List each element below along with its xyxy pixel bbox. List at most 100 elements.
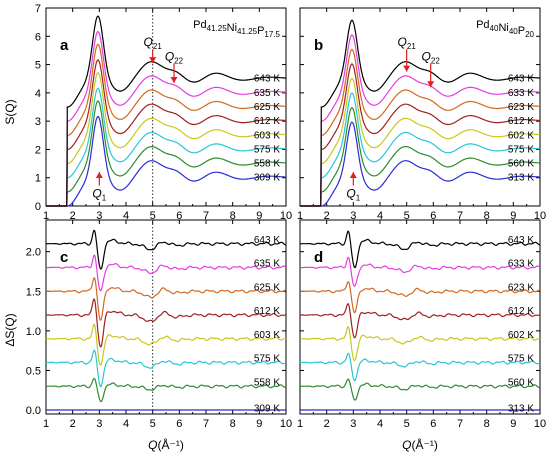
series-line-633k xyxy=(300,34,540,207)
series-line-612k xyxy=(300,63,540,207)
plot-frame xyxy=(45,7,287,207)
y-tick-label: 4 xyxy=(35,88,41,100)
x-axis-title-left: Q(Å⁻¹) xyxy=(148,437,184,452)
series-label: 575 K xyxy=(508,144,534,155)
series-label: 309 K xyxy=(254,403,280,414)
x-tick-label: 4 xyxy=(123,210,129,222)
series-line-643k xyxy=(46,15,287,207)
series-label: 612 K xyxy=(508,116,534,127)
series-line-625k xyxy=(46,43,287,207)
series-line-309k xyxy=(46,115,287,207)
series-line-643k xyxy=(46,229,287,270)
x-tick-label: 2 xyxy=(70,210,76,222)
y-axis-title-sq: S(Q) xyxy=(3,99,17,124)
x-tick-label: 7 xyxy=(203,210,209,222)
panel-letter: a xyxy=(60,37,69,54)
x-tick-label: 4 xyxy=(377,418,383,430)
series-label: 575 K xyxy=(254,144,280,155)
x-tick-label: 1 xyxy=(297,418,303,430)
x-tick-label: 5 xyxy=(404,210,410,222)
y-tick-label: 0.5 xyxy=(26,365,41,377)
series-label: 633 K xyxy=(508,259,534,270)
series-label: 558 K xyxy=(254,377,280,388)
series-line-560k xyxy=(300,107,540,207)
series-label: 623 K xyxy=(508,282,534,293)
x-tick-label: 4 xyxy=(123,418,129,430)
series-line-643k xyxy=(300,230,541,269)
series-line-603k xyxy=(46,72,287,207)
series-label: 558 K xyxy=(254,159,280,170)
series-line-635k xyxy=(46,31,286,207)
series-line-603k xyxy=(46,323,287,367)
x-tick-label: 9 xyxy=(510,210,516,222)
y-tick-label: 7 xyxy=(35,3,41,15)
peak-label: Q22 xyxy=(422,49,441,65)
peak-arrow-head xyxy=(403,65,411,72)
series-label: 575 K xyxy=(508,354,534,365)
peak-arrow-head xyxy=(349,172,357,179)
x-tick-label: 8 xyxy=(230,210,236,222)
x-tick-label: 3 xyxy=(350,418,356,430)
composition-label: Pd41.25Ni41.25P17.5 xyxy=(193,19,280,39)
x-tick-label: 6 xyxy=(176,210,182,222)
series-line-558k xyxy=(46,377,287,403)
y-tick-label: 0.0 xyxy=(26,405,41,417)
series-label: 643 K xyxy=(254,74,280,85)
panel-c: 1 2 3 4 5 6 7 8 9 10 0.0 0.5 1.0 1.5 2.0 309 K 558 K 575 … xyxy=(26,219,292,430)
x-tick-label: 6 xyxy=(430,418,436,430)
series-label: 560 K xyxy=(508,377,534,388)
series-line-575k xyxy=(46,349,287,388)
series-line-602k xyxy=(300,325,541,362)
y-tick-label: 2 xyxy=(35,144,41,156)
y-tick-label: 0 xyxy=(35,201,41,213)
x-tick-label: 7 xyxy=(203,418,209,430)
series-label: 643 K xyxy=(254,235,280,246)
series-line-558k xyxy=(46,100,286,207)
y-tick-label: 5 xyxy=(35,60,41,72)
plot-frame xyxy=(299,7,541,207)
peak-arrow-head xyxy=(170,76,178,83)
x-tick-label: 5 xyxy=(150,418,156,430)
series-line-575k xyxy=(300,352,541,382)
x-tick-label: 1 xyxy=(297,210,303,222)
x-tick-label: 2 xyxy=(324,418,330,430)
peak-label: Q1 xyxy=(346,187,360,203)
series-label: 635 K xyxy=(254,259,280,270)
series-label: 602 K xyxy=(508,330,534,341)
x-tick-label: 6 xyxy=(176,418,182,430)
series-line-575k xyxy=(300,92,540,207)
x-tick-label: 4 xyxy=(377,210,383,222)
x-tick-label: 9 xyxy=(256,418,262,430)
series-label: 602 K xyxy=(508,130,534,141)
y-tick-label: 3 xyxy=(35,116,41,128)
series-label: 309 K xyxy=(254,173,280,184)
x-tick-label: 10 xyxy=(534,418,546,430)
panel-letter: c xyxy=(60,249,68,266)
series-label: 603 K xyxy=(254,330,280,341)
x-tick-label: 1 xyxy=(43,418,49,430)
series-label: 612 K xyxy=(254,116,280,127)
panel-letter: b xyxy=(314,37,323,54)
panel-b: 1 2 3 4 5 6 7 8 9 10 313 K 560 K 575 K 602 K 612 K 623 … xyxy=(297,7,546,222)
peak-label: Q22 xyxy=(165,49,184,65)
x-tick-label: 10 xyxy=(280,418,292,430)
series-line-575k xyxy=(46,87,286,207)
peak-arrow-head xyxy=(427,81,435,88)
series-label: 635 K xyxy=(254,88,280,99)
peak-arrow-head xyxy=(95,172,103,179)
peak-label: Q1 xyxy=(92,187,106,203)
y-tick-label: 2.0 xyxy=(26,247,41,259)
y-tick-label: 1.0 xyxy=(26,326,41,338)
y-axis-title-delta-sq: ΔS(Q) xyxy=(3,313,17,346)
x-tick-label: 8 xyxy=(230,418,236,430)
x-tick-label: 5 xyxy=(150,210,156,222)
series-label: 612 K xyxy=(254,306,280,317)
series-line-612k xyxy=(300,302,541,339)
x-tick-label: 2 xyxy=(324,210,330,222)
series-label: 603 K xyxy=(254,130,280,141)
series-line-560k xyxy=(300,378,541,401)
series-label: 625 K xyxy=(254,282,280,293)
